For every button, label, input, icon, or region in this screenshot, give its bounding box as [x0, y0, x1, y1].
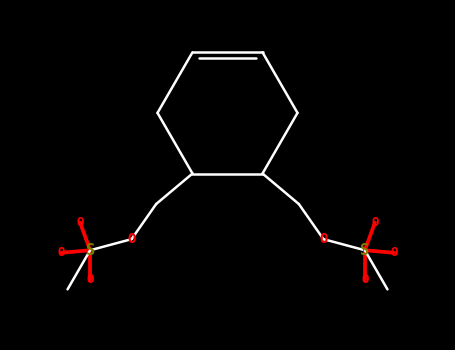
- Text: O: O: [127, 232, 136, 246]
- Text: O: O: [361, 273, 369, 286]
- Text: S: S: [86, 243, 95, 258]
- Text: O: O: [371, 216, 379, 229]
- Text: O: O: [86, 273, 94, 286]
- Text: O: O: [390, 246, 398, 259]
- Text: O: O: [57, 246, 65, 259]
- Text: O: O: [319, 232, 328, 246]
- Text: S: S: [360, 243, 369, 258]
- Text: O: O: [76, 216, 84, 229]
